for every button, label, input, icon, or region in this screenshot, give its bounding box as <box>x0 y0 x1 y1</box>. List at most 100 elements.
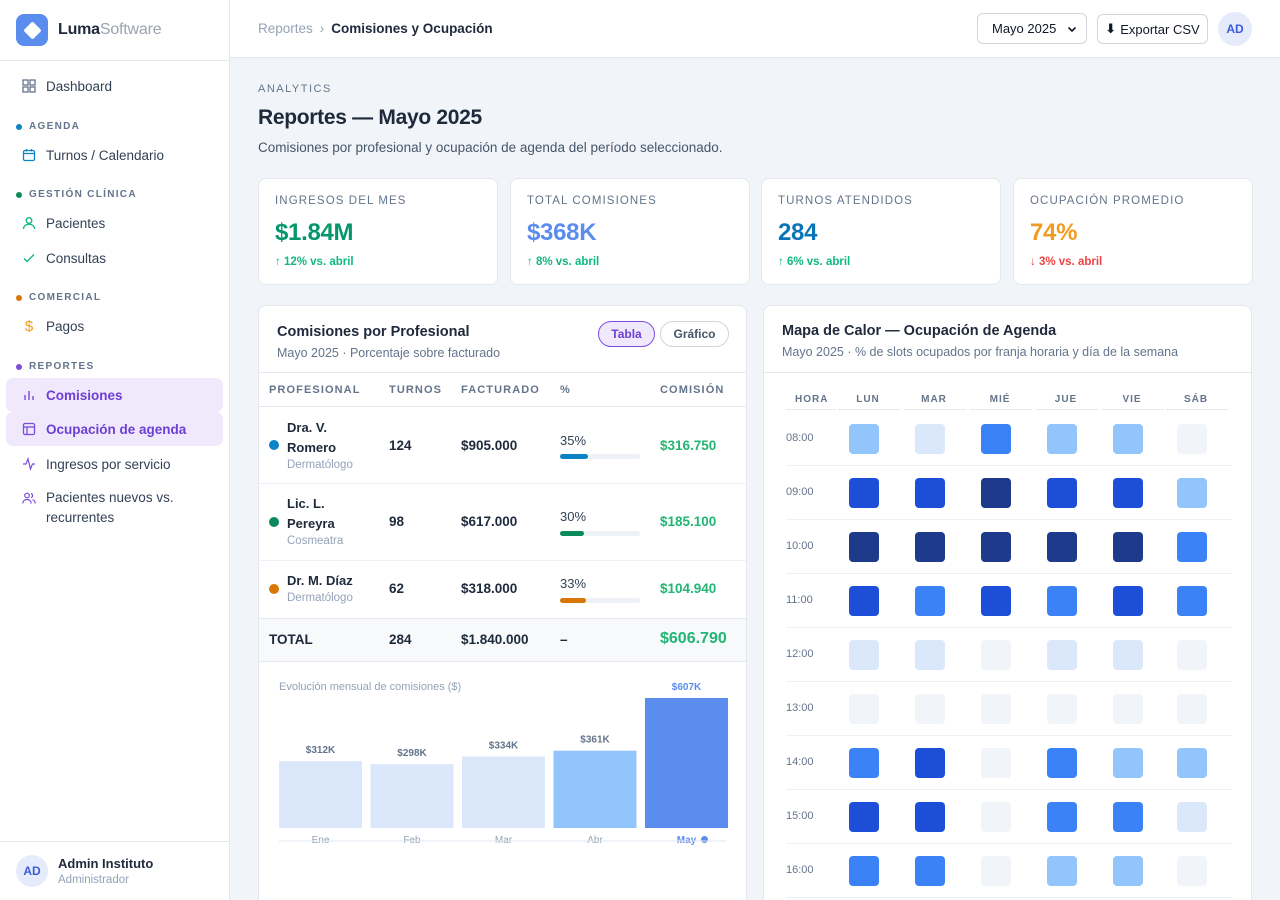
avatar[interactable]: AD <box>1218 12 1252 46</box>
heatmap-cell[interactable] <box>1047 424 1077 454</box>
heatmap-cell[interactable] <box>1047 694 1077 724</box>
row-divider <box>786 573 1232 574</box>
brand-name: LumaSoftware <box>58 21 162 38</box>
professional-specialty: Dermatólogo <box>287 592 353 604</box>
heatmap-cell[interactable] <box>1113 856 1143 886</box>
bar-feb[interactable] <box>370 764 454 828</box>
heatmap-cell[interactable] <box>915 424 945 454</box>
brand[interactable]: LumaSoftware <box>0 0 229 61</box>
column-header[interactable]: % <box>560 384 571 396</box>
heatmap-cell[interactable] <box>849 532 879 562</box>
sidebar-item-pacientes[interactable]: Pacientes <box>6 206 223 240</box>
page-title: Reportes — Mayo 2025 <box>258 106 482 129</box>
heatmap-cell[interactable] <box>849 694 879 724</box>
pct-bar <box>560 531 640 536</box>
header-line <box>904 409 966 410</box>
heatmap-cell[interactable] <box>1113 478 1143 508</box>
sidebar-item-label: Pagos <box>46 318 85 334</box>
sidebar-item-dashboard[interactable]: Dashboard <box>6 69 223 103</box>
user-profile[interactable]: AD Admin Instituto Administrador <box>0 841 229 900</box>
breadcrumb-parent[interactable]: Reportes <box>258 21 313 36</box>
table-row[interactable]: Lic. L. Pereyra Cosmeatra 98 $617.000 30… <box>259 484 746 561</box>
heatmap-cell[interactable] <box>1047 532 1077 562</box>
heatmap-cell[interactable] <box>981 856 1011 886</box>
heatmap-cell[interactable] <box>981 424 1011 454</box>
heatmap-cell[interactable] <box>1113 424 1143 454</box>
heatmap-cell[interactable] <box>981 694 1011 724</box>
heatmap-cell[interactable] <box>981 640 1011 670</box>
heatmap-cell[interactable] <box>849 424 879 454</box>
heatmap-cell[interactable] <box>915 586 945 616</box>
heatmap-cell[interactable] <box>1113 694 1143 724</box>
sidebar-item-ocupacion[interactable]: Ocupación de agenda <box>6 412 223 446</box>
heatmap-cell[interactable] <box>981 478 1011 508</box>
sidebar-item-consultas[interactable]: Consultas <box>6 241 223 275</box>
heatmap-cell[interactable] <box>981 586 1011 616</box>
heatmap-cell[interactable] <box>849 478 879 508</box>
heatmap-cell[interactable] <box>1047 586 1077 616</box>
check-icon <box>22 251 36 265</box>
heatmap-cell[interactable] <box>1177 532 1207 562</box>
heatmap-cell[interactable] <box>1047 856 1077 886</box>
heatmap-cell[interactable] <box>1113 748 1143 778</box>
kpi-label: INGRESOS DEL MES <box>275 195 407 207</box>
heatmap-cell[interactable] <box>981 802 1011 832</box>
heatmap-cell[interactable] <box>1113 640 1143 670</box>
day-header: MAR <box>921 394 947 405</box>
heatmap-cell[interactable] <box>915 478 945 508</box>
heatmap-cell[interactable] <box>915 856 945 886</box>
heatmap-cell[interactable] <box>849 586 879 616</box>
pct-bar-fill <box>560 531 584 536</box>
heatmap-cell[interactable] <box>1177 640 1207 670</box>
heatmap-cell[interactable] <box>1047 640 1077 670</box>
toggle-chart-button[interactable]: Gráfico <box>660 321 729 347</box>
export-csv-button[interactable]: ⬇ Exportar CSV <box>1097 14 1208 44</box>
column-header[interactable]: FACTURADO <box>461 384 540 396</box>
sidebar-item-nuevos[interactable]: Pacientes nuevos vs. recurrentes <box>6 482 223 528</box>
column-header[interactable]: COMISIÓN <box>660 384 725 396</box>
sidebar-item-comisiones[interactable]: Comisiones <box>6 378 223 412</box>
column-header[interactable]: TURNOS <box>389 384 443 396</box>
heatmap-cell[interactable] <box>915 748 945 778</box>
heatmap-cell[interactable] <box>1047 802 1077 832</box>
heatmap-cell[interactable] <box>1177 694 1207 724</box>
bar-may[interactable] <box>645 698 728 828</box>
hour-label: 13:00 <box>786 702 814 714</box>
heatmap-cell[interactable] <box>915 640 945 670</box>
bar-ene[interactable] <box>279 761 362 828</box>
heatmap-cell[interactable] <box>1047 478 1077 508</box>
heatmap-cell[interactable] <box>1113 802 1143 832</box>
heatmap-cell[interactable] <box>849 856 879 886</box>
heatmap-cell[interactable] <box>849 802 879 832</box>
heatmap-cell[interactable] <box>915 802 945 832</box>
heatmap-cell[interactable] <box>981 748 1011 778</box>
heatmap-cell[interactable] <box>1113 586 1143 616</box>
heatmap-cell[interactable] <box>1047 748 1077 778</box>
heatmap-cell[interactable] <box>981 532 1011 562</box>
heatmap-cell[interactable] <box>915 532 945 562</box>
heatmap-cell[interactable] <box>1177 802 1207 832</box>
heatmap-cell[interactable] <box>1177 478 1207 508</box>
heatmap-cell[interactable] <box>849 748 879 778</box>
bar-abr[interactable] <box>553 750 637 828</box>
sidebar-item-pagos[interactable]: $ Pagos <box>6 309 223 343</box>
toggle-table-button[interactable]: Tabla <box>598 321 655 347</box>
table-row[interactable]: Dra. V. Romero Dermatólogo 124 $905.000 … <box>259 407 746 484</box>
bar-mar[interactable] <box>462 756 545 828</box>
heatmap-cell[interactable] <box>1177 586 1207 616</box>
heatmap-cell[interactable] <box>849 640 879 670</box>
row-divider <box>786 897 1232 898</box>
pct-value: 35% <box>560 433 587 448</box>
heatmap-cell[interactable] <box>1177 856 1207 886</box>
heatmap-cell[interactable] <box>1177 424 1207 454</box>
sidebar-item-ingresos[interactable]: Ingresos por servicio <box>6 447 223 481</box>
sidebar-item-turnos[interactable]: Turnos / Calendario <box>6 138 223 172</box>
card-subtitle: Mayo 2025 · % de slots ocupados por fran… <box>782 345 1179 359</box>
heatmap-cell[interactable] <box>915 694 945 724</box>
heatmap-cell[interactable] <box>1177 748 1207 778</box>
column-header[interactable]: PROFESIONAL <box>269 384 361 396</box>
heatmap-cell[interactable] <box>1113 532 1143 562</box>
table-row[interactable]: Dr. M. Díaz Dermatólogo 62 $318.000 33% … <box>259 561 746 618</box>
bar-value-label: $298K <box>397 748 427 759</box>
period-select[interactable]: Mayo 2025 <box>977 13 1087 44</box>
